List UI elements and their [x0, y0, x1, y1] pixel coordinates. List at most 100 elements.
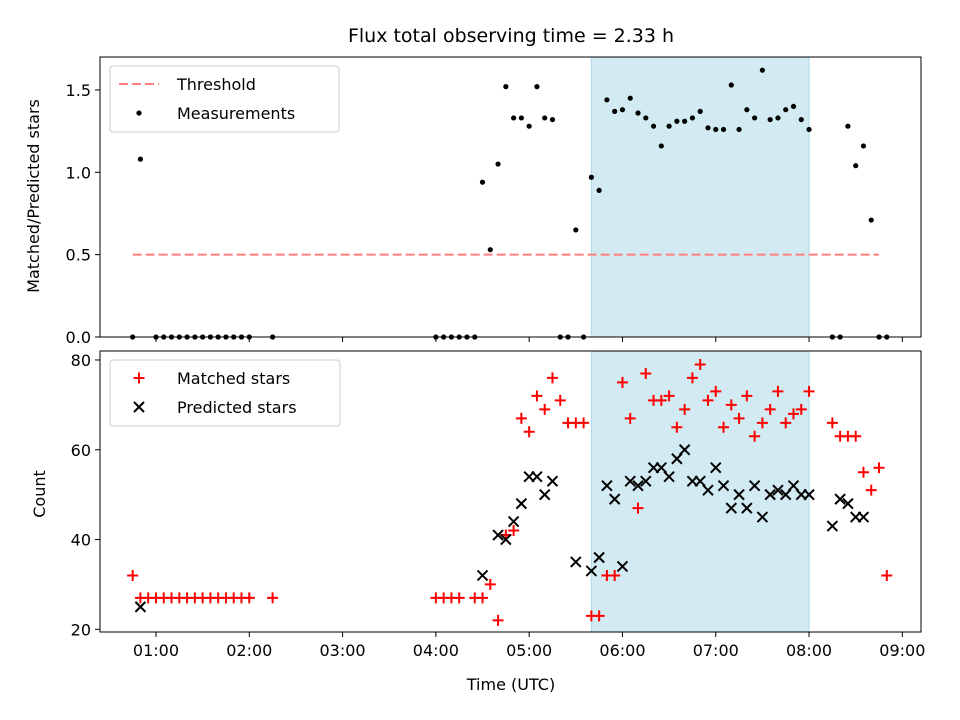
x-tick-label: 09:00 — [879, 641, 925, 660]
predicted-stars-point — [507, 515, 520, 528]
matched-stars-point — [865, 484, 877, 496]
measurements-point — [511, 115, 517, 121]
measurements-point — [612, 108, 618, 114]
matched-stars-point — [694, 358, 706, 370]
predicted-stars-point — [632, 479, 644, 492]
measurements-point — [518, 115, 524, 121]
measurements-point — [635, 110, 641, 116]
measurements-point — [860, 143, 867, 149]
predicted-stars-point — [780, 488, 792, 501]
measurements-point — [588, 174, 594, 180]
matched-stars-point — [764, 403, 776, 415]
legend-label: Predicted stars — [177, 398, 297, 417]
measurements-point — [759, 67, 765, 73]
measurements-point — [767, 116, 773, 123]
predicted-stars-point — [710, 462, 722, 474]
measurements-point — [682, 118, 688, 124]
matched-stars-point — [453, 592, 465, 604]
measurements-point — [728, 82, 734, 88]
predicted-stars-point — [515, 497, 528, 510]
top-y-axis-label: Matched/Predicted stars — [24, 99, 43, 293]
measurements-point — [689, 115, 696, 121]
legend-label: Matched stars — [177, 369, 290, 388]
predicted-stars-point — [655, 462, 668, 474]
measurements-point — [479, 179, 486, 185]
y-tick-label: 1.5 — [66, 81, 91, 100]
measurements-point — [534, 84, 540, 90]
legend-matched-swatch — [133, 372, 145, 384]
matched-stars-point — [492, 614, 504, 626]
legend: Threshold Measurements — [109, 65, 340, 133]
matched-stars-point — [857, 466, 869, 478]
predicted-stars-point — [725, 502, 738, 514]
predicted-stars-point — [663, 470, 675, 483]
measurements-point — [720, 126, 727, 133]
predicted-stars-point — [772, 484, 784, 496]
matched-stars-point — [873, 462, 885, 474]
matched-stars-point — [539, 403, 551, 415]
matched-stars-point — [609, 569, 621, 581]
x-tick-label: 01:00 — [133, 641, 179, 660]
legend-predicted-swatch — [133, 401, 145, 413]
predicted-stars-point — [764, 488, 776, 501]
predicted-stars-point — [678, 444, 691, 456]
matched-stars-point — [733, 412, 745, 424]
measurements-point — [526, 123, 532, 129]
measurements-point — [619, 107, 626, 113]
matched-stars-point — [267, 592, 279, 604]
x-tick-label: 07:00 — [693, 641, 739, 660]
predicted-stars-point — [593, 551, 605, 564]
measurements-point — [790, 103, 797, 110]
measurements-point — [137, 156, 144, 162]
y-tick-label: 20 — [71, 620, 91, 639]
x-tick-label: 08:00 — [786, 641, 832, 660]
observing-window-shade — [591, 57, 810, 337]
panel-1-frame — [99, 56, 922, 338]
measurements-point — [798, 116, 804, 123]
matched-stars-point — [671, 421, 683, 433]
x-tick-label: 03:00 — [320, 641, 366, 660]
measurements-point — [736, 126, 742, 133]
matched-stars-point — [795, 403, 807, 415]
chart-title: Flux total observing time = 2.33 h — [348, 25, 674, 47]
measurements-point — [495, 161, 501, 167]
matched-stars-point — [640, 367, 652, 379]
predicted-stars-point — [787, 479, 800, 492]
measurements-point — [674, 118, 680, 124]
measurements-point — [658, 143, 664, 149]
predicted-stars-point — [748, 479, 761, 492]
measurements-point — [697, 108, 703, 114]
measurements-point — [650, 123, 657, 129]
matched-stars-point — [803, 385, 815, 397]
predicted-stars-point — [476, 569, 489, 582]
legend-label: Measurements — [177, 104, 295, 123]
bottom-y-axis-label: Count — [30, 470, 49, 518]
matched-stars-point — [593, 610, 605, 622]
predicted-stars-point — [826, 520, 839, 532]
x-tick-label: 06:00 — [599, 641, 645, 660]
y-tick-label: 1.0 — [66, 163, 91, 182]
matched-stars-point — [756, 417, 768, 429]
measurements-point — [868, 217, 874, 223]
predicted-stars-point — [616, 560, 629, 573]
panel-1-plot: 0.0 0.5 1.0 1.5 Threshold Measurements — [66, 56, 922, 347]
legend-box — [109, 65, 340, 133]
legend-measurements-swatch — [136, 110, 142, 116]
predicted-stars-point — [702, 484, 714, 496]
matched-stars-point — [616, 376, 628, 388]
matched-stars-point — [718, 421, 730, 433]
matched-stars-point — [679, 403, 691, 415]
top-panel: Flux total observing time = 2.33 h Match… — [24, 25, 674, 293]
predicted-stars-point — [601, 479, 613, 492]
legend-label: Threshold — [176, 75, 256, 94]
predicted-stars-point — [570, 556, 582, 568]
matched-stars-point — [741, 390, 753, 402]
matched-stars-point — [826, 417, 838, 429]
predicted-stars-point — [608, 493, 621, 505]
y-tick-label: 60 — [71, 441, 91, 460]
matched-stars-point — [523, 426, 535, 438]
bottom-panel: Time (UTC) Count — [30, 470, 555, 694]
measurements-point — [542, 115, 548, 121]
matched-stars-point — [243, 592, 255, 604]
